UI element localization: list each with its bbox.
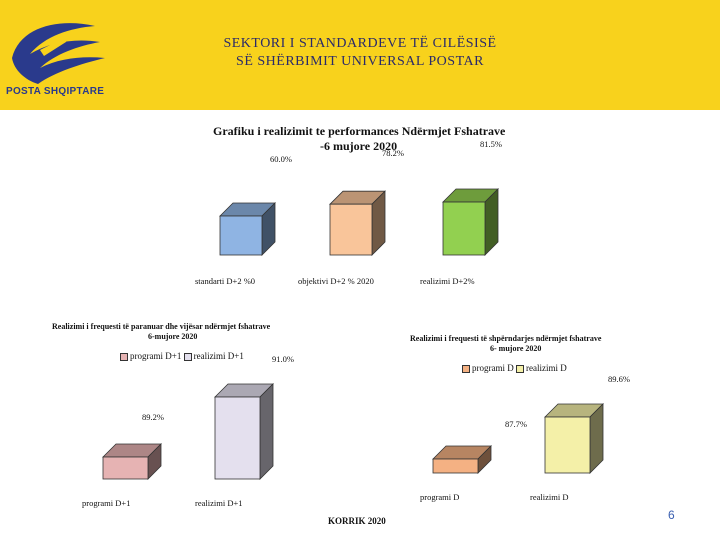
chart1-category-label-2: realizimi D+2% (420, 276, 475, 286)
chart1-title-line-2: -6 mujore 2020 (320, 139, 398, 153)
chart3-data-label-1: 89.6% (608, 374, 630, 384)
chart2-legend-swatch-1 (183, 352, 192, 361)
page-number: 6 (668, 508, 675, 522)
chart2-legend-label-1: realizimi D+1 (193, 351, 244, 361)
chart1-bar-1 (329, 203, 373, 256)
chart2-legend-label-0: programi D+1 (130, 351, 182, 361)
chart1-bar-0 (219, 215, 263, 256)
chart2-title-line-2: 6-mujore 2020 (148, 332, 198, 341)
chart2-bar-1-side (259, 383, 274, 480)
chart1-bar-2 (442, 201, 486, 256)
chart2-data-label-0: 89.2% (142, 412, 164, 422)
chart3-legend-swatch-1 (516, 364, 524, 373)
chart3-bar-0 (432, 458, 479, 474)
chart3-title-line-2: 6- mujore 2020 (490, 344, 542, 353)
chart3-category-label-1: realizimi D (530, 492, 568, 502)
header-title-line-1: SEKTORI I STANDARDEVE TË CILËSISË (223, 36, 497, 51)
chart3-legend-label-1: realizimi D (526, 363, 567, 373)
header-band (0, 0, 720, 110)
chart2-bar-1 (214, 396, 261, 480)
chart1-category-label-1: objektivi D+2 % 2020 (298, 276, 374, 286)
chart1-category-label-0: standarti D+2 %0 (195, 276, 255, 286)
chart2-title-line-1: Realizimi i frequesti të paranuar dhe vi… (52, 322, 271, 331)
chart3-legend: programi D realizimi D (462, 363, 567, 373)
chart3-data-label-0: 87.7% (505, 419, 527, 429)
chart3-title-line-1: Realizimi i frequesti të shpërndarjes nd… (410, 334, 602, 343)
chart1-data-label-0: 60.0% (270, 154, 292, 164)
chart3-legend-label-0: programi D (472, 363, 514, 373)
bird-wing-icon (12, 23, 105, 84)
chart3-category-label-0: programi D (420, 492, 459, 502)
chart2-legend: programi D+1 realizimi D+1 (120, 351, 244, 361)
chart2-data-label-1: 91.0% (272, 354, 294, 364)
chart2-bar-0 (102, 456, 149, 480)
chart1-title-line-1: Grafiku i realizimit te performances Ndë… (213, 124, 506, 138)
footer-date: KORRIK 2020 (328, 516, 386, 526)
logo-text: POSTA SHQIPTARE (6, 86, 105, 97)
chart3-bar-1 (544, 416, 591, 474)
header-title-line-2: SË SHËRBIMIT UNIVERSAL POSTAR (236, 54, 484, 69)
chart2-category-label-1: realizimi D+1 (195, 498, 243, 508)
chart1-data-label-1: 78.2% (382, 148, 404, 158)
chart1-data-label-2: 81.5% (480, 139, 502, 149)
chart2-category-label-0: programi D+1 (82, 498, 130, 508)
chart2-legend-swatch-0 (120, 352, 128, 361)
chart3-legend-swatch-0 (462, 364, 470, 373)
